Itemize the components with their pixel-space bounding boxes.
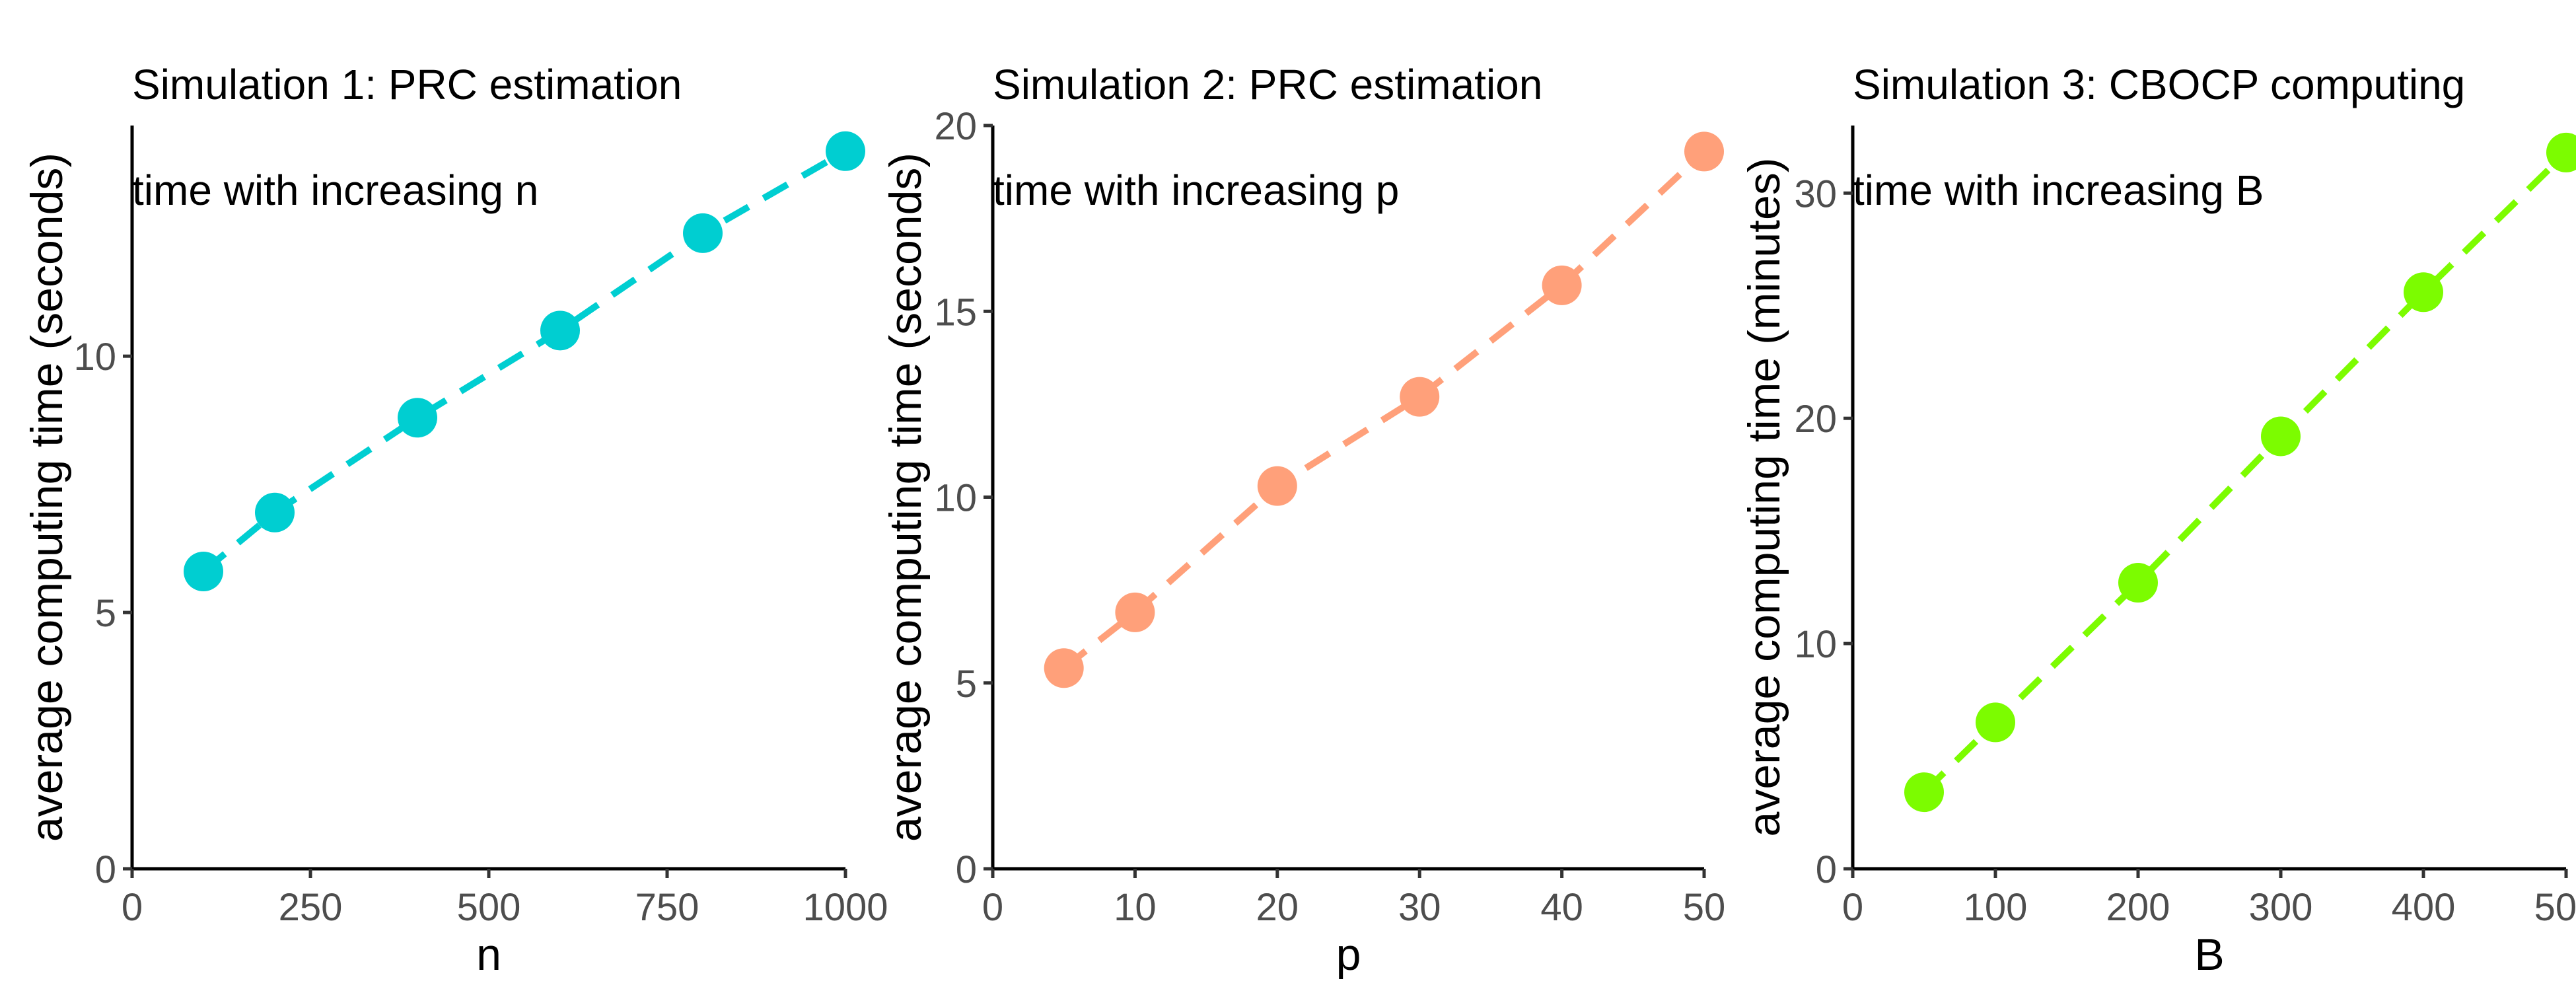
x-tick-label: 300 <box>2249 886 2313 929</box>
x-tick-label: 0 <box>982 886 1003 929</box>
x-axis-label: B <box>2194 930 2224 980</box>
chart-title: Simulation 2: PRC estimation time with i… <box>993 5 1542 270</box>
series-line <box>1061 149 1707 671</box>
chart-plot: 0 5 10 0 250 500 750 1000 n average computing tim… <box>22 126 888 980</box>
y-tick-label: 5 <box>95 592 116 635</box>
x-axis-label: p <box>1336 930 1361 980</box>
chart-plot: 01020300100200300400500Baverage computin… <box>1739 126 2576 980</box>
x-axis-label: n <box>476 930 501 980</box>
data-point <box>1257 466 1297 506</box>
y-axis-label: average computing time (seconds) <box>880 153 931 842</box>
chart-title-line-1: Simulation 2: PRC estimation <box>993 61 1543 108</box>
data-point <box>1976 702 2015 743</box>
y-axis-label: average computing time (minutes) <box>1739 157 1789 836</box>
chart-title: Simulation 3: CBOCP computing time with … <box>1853 5 2465 270</box>
x-tick-label: 400 <box>2392 886 2456 929</box>
data-point <box>184 552 223 591</box>
y-tick-label: 20 <box>934 105 977 148</box>
y-tick-label: 15 <box>934 291 977 334</box>
x-tick-label: 100 <box>1964 886 2028 929</box>
data-point <box>2404 272 2443 312</box>
data-point <box>1400 377 1440 417</box>
data-point <box>1115 592 1155 632</box>
x-tick-label: 10 <box>1114 886 1157 929</box>
x-tick-label: 250 <box>279 886 343 929</box>
data-point <box>540 311 580 351</box>
x-tick-label: 30 <box>1398 886 1441 929</box>
chart-plot: 0 5 10 15 20 0 10 20 30 40 50 p average computing ti… <box>880 105 1725 980</box>
y-tick-label: 5 <box>956 663 977 706</box>
y-tick-label: 10 <box>934 477 977 520</box>
chart-panel-2: Simulation 2: PRC estimation time with i… <box>859 0 1725 991</box>
series-line <box>1921 150 2569 795</box>
y-tick-label: 30 <box>1794 172 1837 215</box>
data-point <box>2261 416 2301 457</box>
x-tick-label: 0 <box>122 886 143 929</box>
y-tick-label: 20 <box>1794 398 1837 441</box>
y-tick-label: 0 <box>1816 848 1837 891</box>
chart-title: Simulation 1: PRC estimation time with i… <box>132 5 682 270</box>
data-point <box>683 213 723 253</box>
chart-panel-1: Simulation 1: PRC estimation time with i… <box>0 0 888 991</box>
chart-panel-3: Simulation 3: CBOCP computing time with … <box>1717 0 2576 991</box>
data-point <box>826 131 865 171</box>
data-point <box>1044 648 1084 688</box>
y-tick-label: 10 <box>1794 623 1837 666</box>
y-tick-label: 10 <box>73 336 116 379</box>
chart-title-line-2: time with increasing B <box>1853 166 2264 214</box>
data-point <box>1684 131 1724 172</box>
y-axis-label: average computing time (seconds) <box>22 153 72 842</box>
data-point <box>1904 772 1944 813</box>
x-tick-label: 40 <box>1540 886 1583 929</box>
y-tick-label: 0 <box>95 848 116 891</box>
data-point <box>2118 563 2158 603</box>
data-point <box>255 492 295 532</box>
chart-title-line-2: time with increasing n <box>132 166 539 214</box>
data-point <box>398 398 437 438</box>
chart-title-line-1: Simulation 3: CBOCP computing <box>1853 61 2466 108</box>
y-tick-label: 0 <box>956 848 977 891</box>
x-tick-label: 0 <box>1842 886 1863 929</box>
x-tick-label: 20 <box>1256 886 1299 929</box>
chart-title-line-2: time with increasing p <box>993 166 1400 214</box>
x-tick-label: 200 <box>2106 886 2170 929</box>
x-tick-label: 750 <box>635 886 699 929</box>
chart-title-line-1: Simulation 1: PRC estimation <box>132 61 682 108</box>
x-tick-label: 50 <box>1683 886 1726 929</box>
x-tick-label: 500 <box>457 886 521 929</box>
data-point <box>1542 265 1582 305</box>
data-point <box>2546 132 2576 172</box>
x-tick-label: 1000 <box>803 886 888 929</box>
x-tick-label: 500 <box>2534 886 2576 929</box>
series-line <box>201 148 847 574</box>
